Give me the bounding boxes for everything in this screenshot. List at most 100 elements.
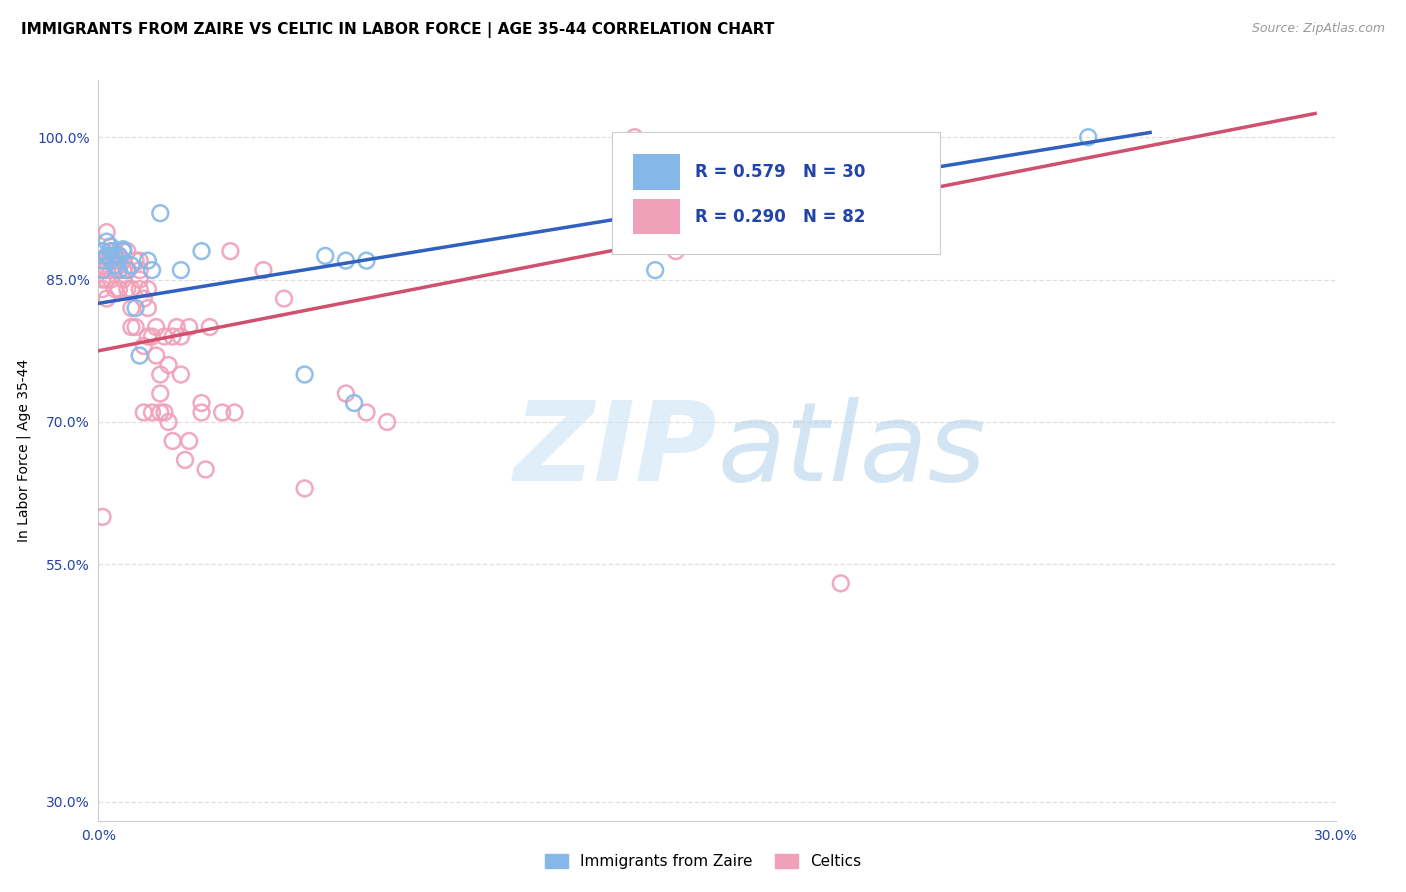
Point — [335, 386, 357, 401]
Point — [96, 292, 118, 306]
Legend: Immigrants from Zaire, Celtics: Immigrants from Zaire, Celtics — [538, 848, 868, 875]
FancyBboxPatch shape — [633, 199, 681, 235]
Point — [91, 259, 114, 273]
Point — [190, 244, 212, 259]
Text: Source: ZipAtlas.com: Source: ZipAtlas.com — [1251, 22, 1385, 36]
Point — [108, 263, 131, 277]
Point — [117, 244, 139, 259]
Point — [128, 272, 150, 286]
Point — [91, 253, 114, 268]
Point — [108, 249, 131, 263]
Point — [96, 272, 118, 286]
Point — [179, 434, 201, 448]
Point — [124, 301, 146, 315]
Point — [117, 263, 139, 277]
Point — [104, 259, 127, 273]
Point — [120, 259, 142, 273]
Point — [112, 253, 135, 268]
Point — [108, 263, 131, 277]
Point — [100, 244, 122, 259]
Text: atlas: atlas — [717, 397, 986, 504]
Point — [96, 249, 118, 263]
Point — [294, 482, 316, 496]
Point — [343, 396, 366, 410]
Point — [112, 263, 135, 277]
Point — [356, 253, 378, 268]
Point — [91, 253, 114, 268]
Point — [166, 320, 188, 334]
Point — [252, 263, 274, 277]
Point — [100, 239, 122, 253]
Point — [100, 249, 122, 263]
Point — [104, 282, 127, 296]
Point — [149, 368, 172, 382]
Point — [108, 282, 131, 296]
Point — [128, 263, 150, 277]
Point — [96, 225, 118, 239]
Point — [112, 244, 135, 259]
Point — [211, 405, 233, 419]
Point — [91, 263, 114, 277]
Point — [141, 405, 163, 419]
Point — [117, 263, 139, 277]
Point — [100, 244, 122, 259]
Point — [96, 263, 118, 277]
Point — [335, 253, 357, 268]
Point — [375, 415, 398, 429]
Point — [91, 244, 114, 259]
Point — [100, 253, 122, 268]
Point — [141, 263, 163, 277]
Point — [145, 320, 167, 334]
Point — [830, 576, 852, 591]
Point — [96, 253, 118, 268]
Point — [132, 292, 155, 306]
Point — [100, 253, 122, 268]
FancyBboxPatch shape — [612, 132, 939, 254]
Point — [294, 368, 316, 382]
Point — [120, 282, 142, 296]
Point — [136, 329, 159, 343]
Point — [100, 263, 122, 277]
Point — [157, 415, 180, 429]
Text: R = 0.579   N = 30: R = 0.579 N = 30 — [695, 163, 865, 181]
Point — [644, 263, 666, 277]
Point — [1077, 130, 1099, 145]
Point — [153, 405, 176, 419]
Point — [108, 249, 131, 263]
Point — [124, 320, 146, 334]
Point — [145, 349, 167, 363]
Point — [224, 405, 246, 419]
Point — [149, 206, 172, 220]
Point — [356, 405, 378, 419]
Point — [108, 253, 131, 268]
Point — [194, 462, 217, 476]
Point — [104, 249, 127, 263]
Y-axis label: In Labor Force | Age 35-44: In Labor Force | Age 35-44 — [15, 359, 31, 542]
Point — [104, 263, 127, 277]
Point — [273, 292, 295, 306]
Point — [96, 235, 118, 249]
Point — [91, 272, 114, 286]
Point — [170, 329, 193, 343]
Point — [120, 320, 142, 334]
FancyBboxPatch shape — [633, 154, 681, 190]
Point — [141, 329, 163, 343]
Point — [314, 249, 336, 263]
Text: ZIP: ZIP — [513, 397, 717, 504]
Point — [112, 242, 135, 256]
Point — [157, 358, 180, 372]
Point — [170, 263, 193, 277]
Point — [136, 253, 159, 268]
Text: R = 0.290   N = 82: R = 0.290 N = 82 — [695, 208, 865, 226]
Point — [149, 386, 172, 401]
Point — [190, 405, 212, 419]
Point — [96, 249, 118, 263]
Point — [162, 434, 184, 448]
Point — [132, 339, 155, 353]
Point — [153, 329, 176, 343]
Point — [136, 282, 159, 296]
Point — [112, 272, 135, 286]
Point — [104, 253, 127, 268]
Point — [91, 282, 114, 296]
Point — [124, 253, 146, 268]
